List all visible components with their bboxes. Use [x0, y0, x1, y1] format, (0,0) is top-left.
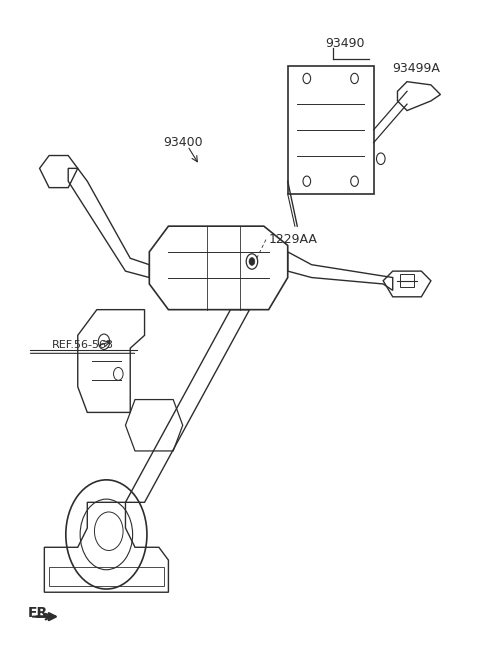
Text: 1229AA: 1229AA — [269, 232, 317, 246]
Text: REF.56-563: REF.56-563 — [51, 340, 113, 350]
Text: FR.: FR. — [28, 606, 53, 620]
Text: 93490: 93490 — [325, 37, 365, 50]
Bar — [400, 274, 414, 287]
Text: 93499A: 93499A — [393, 63, 441, 75]
Circle shape — [249, 257, 255, 265]
Text: 93400: 93400 — [163, 136, 203, 149]
Bar — [288, 66, 373, 194]
